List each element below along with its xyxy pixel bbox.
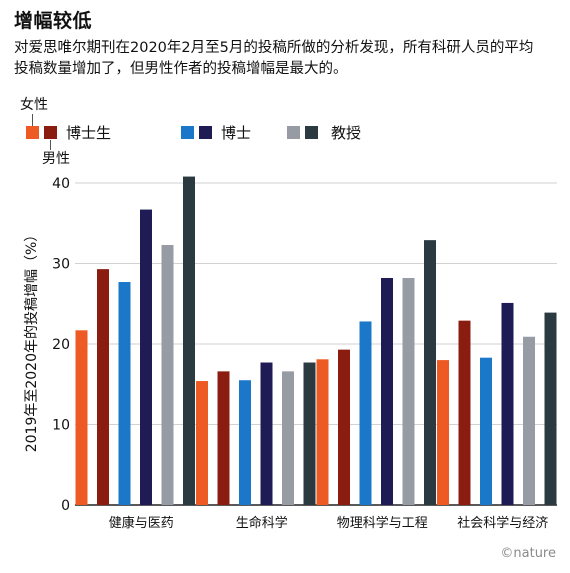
bar [97, 269, 109, 505]
legend-swatch-professor-female [287, 126, 300, 139]
legend-label-professor: 教授 [331, 124, 362, 142]
chart-title: 增幅较低 [14, 10, 93, 32]
bar [260, 362, 273, 505]
bar [458, 320, 471, 505]
nature-credit: ©nature [500, 546, 556, 561]
bar [501, 302, 514, 505]
x-category-label: 生命科学 [236, 515, 288, 531]
legend-female-label: 女性 [20, 97, 48, 113]
chart-subtitle: 对爱思唯尔期刊在2020年2月至5月的投稿所做的分析发现，所有科研人员的平均投稿… [14, 40, 534, 77]
legend-swatch-professor-male [305, 126, 318, 139]
legend-male-label: 男性 [42, 151, 70, 167]
bar [316, 359, 329, 505]
bar [196, 381, 208, 505]
bar [381, 277, 393, 505]
x-category-label: 物理科学与工程 [337, 515, 428, 531]
x-category-label: 健康与医药 [109, 515, 174, 531]
y-tick-label: 10 [52, 418, 70, 434]
legend-male-pointer [50, 140, 51, 150]
y-tick-label: 0 [61, 498, 70, 514]
grid-lines [75, 182, 557, 506]
x-category-labels: 健康与医药 生命科学 物理科学与工程 社会科学与经济 [109, 515, 549, 531]
bar [338, 349, 350, 505]
y-tick-label: 40 [52, 176, 70, 192]
bar [75, 330, 88, 505]
legend-label-phd-student: 博士生 [66, 124, 112, 142]
bar [161, 244, 174, 506]
bar [544, 312, 557, 505]
bar [424, 240, 436, 505]
bars [75, 176, 557, 506]
x-category-label: 社会科学与经济 [457, 515, 548, 531]
bar [217, 371, 230, 505]
y-tick-labels: 0 10 20 30 40 [52, 176, 70, 514]
bar [118, 282, 131, 505]
bar [183, 176, 195, 505]
legend-swatch-phd-student-male [44, 126, 57, 139]
y-tick-label: 20 [52, 337, 70, 353]
legend-swatch-phd-male [199, 126, 212, 139]
bar [282, 371, 294, 505]
legend-swatch-phd-student-female [26, 126, 39, 139]
bar [402, 277, 415, 505]
legend-swatch-phd-female [181, 126, 194, 139]
y-tick-label: 30 [52, 257, 70, 273]
bar [480, 357, 492, 505]
legend-label-phd: 博士 [221, 124, 252, 142]
bar [140, 209, 152, 505]
bar [303, 362, 316, 505]
bar [239, 380, 251, 505]
bar [359, 321, 372, 505]
bar [523, 336, 535, 505]
y-axis-label: 2019年至2020年的投稿增幅（%） [24, 228, 40, 453]
bar [437, 360, 449, 505]
legend-female-pointer [32, 114, 33, 126]
